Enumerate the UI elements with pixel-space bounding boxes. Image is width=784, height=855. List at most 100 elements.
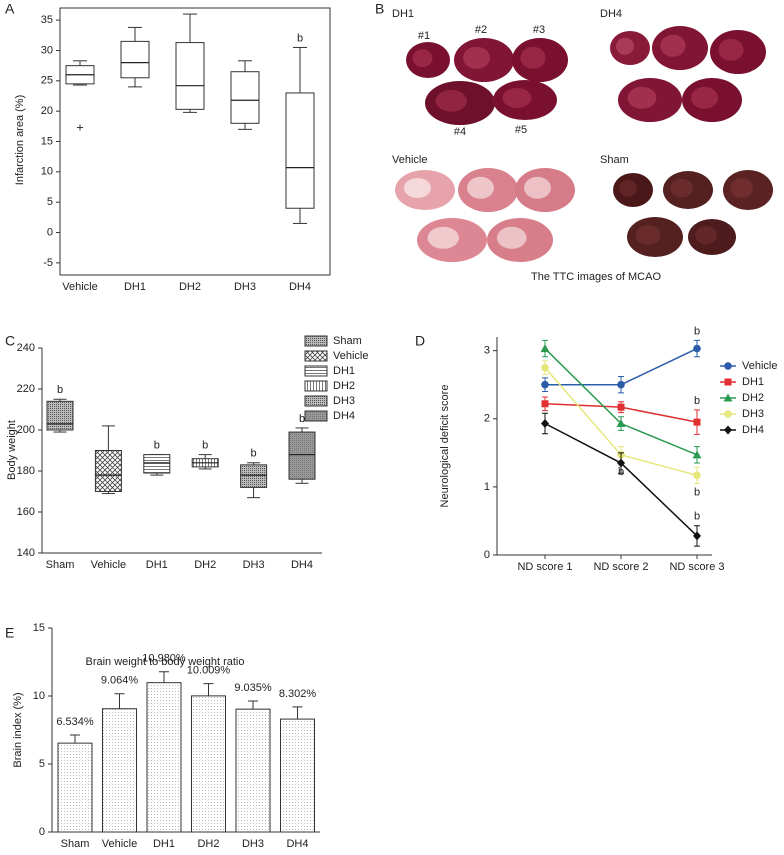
slice-highlight	[670, 178, 693, 198]
marker	[693, 531, 701, 541]
x-tick-label: DH3	[242, 838, 264, 850]
y-tick-label: 15	[33, 622, 45, 634]
annotation: b	[154, 440, 160, 452]
marker	[692, 450, 702, 459]
marker	[724, 378, 732, 386]
ttc-images: B DH1 DH4 Vehicle Sham #1 #2 #3 #4 #5 Th…	[375, 1, 773, 283]
slice-highlight	[404, 178, 431, 198]
y-tick-label: 25	[41, 75, 53, 87]
y-tick-label: 30	[41, 44, 53, 56]
box	[94, 450, 122, 492]
outlier	[77, 124, 83, 131]
marker	[617, 403, 625, 411]
error-bar	[292, 706, 303, 720]
marker	[540, 344, 550, 353]
slice-label: #2	[475, 24, 487, 36]
marker	[617, 458, 625, 468]
x-tick-label: DH3	[243, 559, 265, 571]
error-bar	[70, 734, 80, 744]
box	[240, 464, 268, 488]
legend-swatch	[304, 350, 328, 362]
x-tick-label: DH1	[153, 838, 175, 850]
annotation: b	[694, 325, 700, 337]
slice-highlight	[627, 86, 657, 109]
marker	[723, 393, 733, 402]
annotation: b	[251, 448, 257, 460]
box	[285, 92, 315, 209]
panel-letter: A	[5, 1, 15, 17]
y-tick-label: 200	[17, 424, 35, 436]
slice-highlight	[619, 179, 637, 197]
marker	[541, 400, 549, 408]
marker	[724, 362, 732, 370]
slice-label: #1	[418, 30, 430, 42]
bar	[191, 695, 226, 833]
x-tick-label: Sham	[61, 838, 90, 850]
slice-highlight	[695, 226, 717, 245]
slice-highlight	[718, 38, 744, 61]
slice-highlight	[635, 225, 661, 245]
legend-label: DH1	[742, 376, 764, 388]
x-tick-label: DH1	[124, 281, 146, 293]
group-label: DH1	[392, 8, 414, 20]
y-axis-label: Infarction area (%)	[14, 95, 26, 185]
y-tick-label: 35	[41, 14, 53, 26]
y-tick-label: 240	[17, 342, 35, 354]
value-label: 9.035%	[234, 682, 272, 694]
group-label: Sham	[600, 154, 629, 166]
marker	[541, 363, 549, 372]
y-tick-label: 20	[41, 105, 53, 117]
marker	[724, 410, 732, 418]
legend-swatch	[304, 335, 328, 347]
legend-swatch	[304, 380, 328, 392]
chart-title: Brain weight to body weight ratio	[86, 656, 245, 668]
box	[230, 71, 260, 124]
x-tick-label: DH1	[146, 559, 168, 571]
y-tick-label: 10	[41, 166, 53, 178]
marker	[693, 344, 701, 353]
x-tick-label: DH2	[179, 281, 201, 293]
slice-label: #5	[515, 124, 527, 136]
annotation: b	[694, 486, 700, 498]
y-tick-label: 2	[484, 413, 490, 425]
legend-swatch	[304, 365, 328, 377]
x-tick-label: DH2	[194, 559, 216, 571]
y-tick-label: 5	[39, 758, 45, 770]
slice-label: #3	[533, 24, 545, 36]
y-tick-label: 0	[47, 226, 53, 238]
error-bar	[159, 671, 169, 683]
y-tick-label: -5	[43, 257, 53, 269]
x-tick-label: Vehicle	[62, 281, 97, 293]
group-label: Vehicle	[392, 154, 427, 166]
legend-label: DH4	[742, 424, 764, 436]
x-tick-label: DH3	[234, 281, 256, 293]
error-bar	[114, 693, 125, 709]
x-tick-label: Vehicle	[102, 838, 137, 850]
panel-letter: C	[5, 333, 15, 349]
legend-swatch	[304, 410, 328, 422]
x-tick-label: DH2	[197, 838, 219, 850]
box	[46, 400, 74, 431]
x-tick-label: ND score 1	[517, 561, 572, 573]
legend-label: DH2	[333, 380, 355, 392]
legend-swatch	[304, 395, 328, 407]
slice-highlight	[496, 226, 527, 249]
value-label: 8.302%	[279, 688, 317, 700]
x-tick-label: ND score 2	[593, 561, 648, 573]
y-axis-label: Neurological deficit score	[439, 385, 451, 508]
annotation: b	[299, 413, 305, 425]
slice-highlight	[616, 37, 634, 55]
legend-label: DH3	[333, 395, 355, 407]
x-tick-label: DH4	[289, 281, 311, 293]
legend-label: DH3	[742, 408, 764, 420]
marker	[541, 380, 549, 389]
marker	[693, 471, 701, 480]
annotation: b	[618, 466, 624, 478]
y-axis-label: Brain index (%)	[12, 692, 24, 767]
slice-highlight	[435, 89, 467, 112]
marker	[541, 419, 549, 429]
slice-highlight	[463, 46, 490, 69]
slice-highlight	[730, 178, 753, 198]
box	[288, 431, 316, 480]
